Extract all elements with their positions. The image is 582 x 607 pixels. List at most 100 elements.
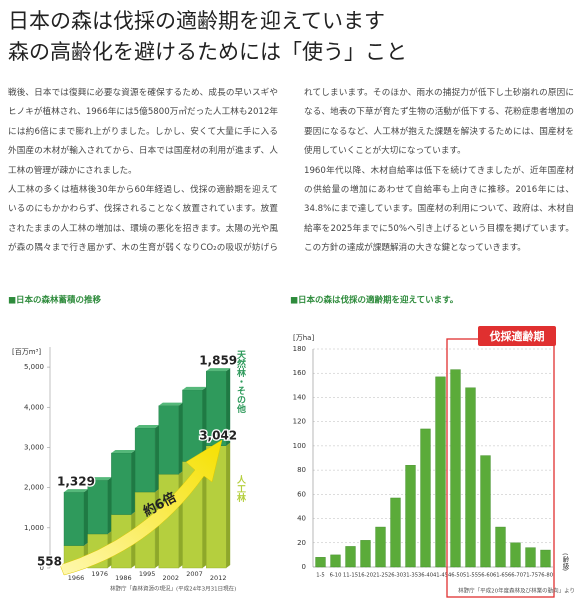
x-tick-label: 46-50 — [448, 573, 463, 579]
bar-side — [84, 489, 88, 546]
bar — [405, 465, 416, 568]
x-tick-label: 11-15 — [343, 573, 358, 579]
x-tick-label: 36-40 — [418, 573, 433, 579]
paragraph: 戦後、日本では復興に必要な資源を確保するため、成長の早いスギやヒノキが植林され、… — [8, 88, 278, 176]
y-tick-label: 20 — [297, 539, 306, 547]
bar-side — [107, 477, 112, 534]
series-name: 天然林・その他 — [235, 350, 247, 414]
y-axis-label: [万ha] — [293, 334, 314, 342]
bar-segment — [182, 389, 203, 462]
title: 日本の森は伐採の適齢期を迎えています 森の高齢化を避けるためには「使う」こと — [8, 6, 407, 68]
bar-top — [87, 477, 112, 481]
x-tick-label: 2002 — [163, 574, 180, 582]
bar-top — [206, 368, 231, 372]
y-tick-label: 40 — [297, 515, 306, 523]
highlight-tag — [478, 326, 556, 346]
x-tick-label: 31-35 — [403, 573, 418, 579]
growth-arrow — [59, 439, 223, 576]
bar-top — [135, 424, 160, 428]
y-axis-label: [百万m³] — [12, 348, 41, 356]
x-tick-label: 1995 — [139, 570, 156, 578]
bar-top — [111, 449, 136, 453]
bar-side — [178, 402, 183, 475]
bar-segment — [158, 405, 180, 475]
paragraph: 1960年代以降、木材自給率は低下を続けてきましたが、近年国産材の供給量の増加に… — [304, 165, 574, 254]
x-tick-label: 6-10 — [330, 573, 342, 579]
x-tick-label: 56-60 — [478, 573, 493, 579]
x-tick-label: 51-55 — [463, 573, 478, 579]
bar — [435, 376, 446, 568]
x-tick-label: 2007 — [186, 570, 203, 578]
bar — [495, 526, 506, 568]
bar — [375, 526, 386, 568]
y-tick-label: 180 — [293, 345, 306, 353]
bar — [450, 369, 461, 568]
bar — [480, 455, 491, 568]
x-tick-label: 1-5 — [316, 573, 324, 579]
age-chart: ■日本の森は伐採の適齢期を迎えています。 [万ha] 0 20 40 60 80 100 120… — [290, 295, 575, 598]
chart-title: ■日本の森は伐採の適齢期を迎えています。 — [290, 295, 458, 306]
bar — [360, 540, 371, 568]
bar — [540, 549, 551, 568]
bar-top — [64, 489, 88, 493]
x-tick-label: 61-65 — [493, 573, 508, 579]
bar-side — [155, 489, 160, 568]
bar-side — [131, 449, 136, 515]
bar-segment — [111, 452, 132, 515]
y-tick-label: 3,000 — [24, 443, 44, 451]
y-tick-label: 120 — [293, 418, 306, 426]
bar-side — [202, 458, 207, 568]
bar-side — [202, 386, 207, 462]
x-axis-label: (齢級) — [561, 553, 569, 571]
y-tick-label: 0 — [40, 564, 44, 572]
x-tick-label: 71-75 — [523, 573, 538, 579]
body-text: 戦後、日本では復興に必要な資源を確保するため、成長の早いスギやヒノキが植林され、… — [8, 84, 574, 274]
y-tick-label: 100 — [293, 442, 306, 450]
x-tick-label: 2012 — [210, 574, 227, 582]
highlight-label: 伐採適齢期 — [490, 329, 545, 343]
value-label: 1,329 — [57, 475, 95, 489]
y-tick-label: 160 — [293, 369, 306, 377]
bar — [465, 387, 476, 568]
chart-title: ■日本の森林蓄積の推移 — [8, 295, 102, 306]
y-tick-label: 60 — [297, 490, 306, 498]
stock-chart: ■日本の森林蓄積の推移 [百万m³] 0 1,000 2,000 3,000 4,000 5,… — [8, 295, 247, 593]
bar-side — [155, 424, 160, 493]
source-note: 林野庁「森林資源の現況」(平成24年3月31日現在) — [110, 585, 236, 593]
bar-top — [158, 402, 183, 406]
y-tick-label: 5,000 — [24, 363, 44, 371]
bar-top — [182, 386, 207, 390]
x-tick-label: 26-30 — [388, 573, 403, 579]
value-label: 3,042 — [199, 428, 237, 442]
x-tick-label: 66-70 — [508, 573, 523, 579]
bar-side — [226, 442, 231, 568]
bar-side — [226, 368, 231, 446]
y-tick-label: 140 — [293, 393, 306, 401]
x-tick-label: 1966 — [68, 574, 85, 582]
source-note: 林野庁「平成20年度森林及び林業の動向」より — [458, 587, 575, 595]
y-tick-label: 2,000 — [24, 484, 44, 492]
bar — [390, 497, 401, 568]
bar-segment — [63, 491, 85, 546]
y-tick-label: 4,000 — [24, 403, 44, 411]
x-tick-label: 1976 — [91, 570, 108, 578]
series-name: 人工林 — [235, 474, 247, 503]
title-line: 森の高齢化を避けるためには「使う」こと — [8, 40, 407, 64]
title-line: 日本の森は伐採の適齢期を迎えています — [8, 9, 385, 33]
bar — [525, 547, 536, 568]
y-tick-label: 80 — [297, 466, 306, 474]
bar-segment — [134, 427, 156, 493]
x-tick-label: 1986 — [115, 574, 132, 582]
bar — [330, 554, 341, 568]
value-label: 558 — [37, 555, 62, 569]
value-label: 1,859 — [199, 354, 237, 368]
bar — [315, 557, 326, 568]
x-tick-label: 16-20 — [358, 573, 373, 579]
y-tick-label: 1,000 — [24, 524, 44, 532]
bar — [510, 542, 521, 568]
x-tick-label: 21-25 — [373, 573, 388, 579]
x-tick-label: 76-80 — [538, 573, 553, 579]
paragraph: 人工林の多くは植林後30年から60年経過し、伐採の適齢期を迎えているのにもかかわ… — [8, 88, 574, 254]
